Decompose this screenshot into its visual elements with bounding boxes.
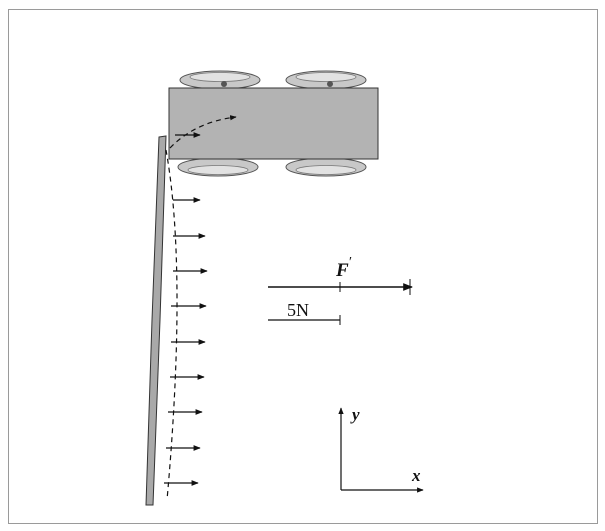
scale-bar: 5N [268, 300, 341, 325]
cart-body [168, 87, 379, 160]
cart-wheel-bottom-right [285, 157, 367, 177]
cart-wheel-top-right [285, 70, 367, 90]
force-label-mark: ′ [349, 255, 352, 270]
y-axis-label: y [350, 405, 360, 424]
x-axis-label: x [411, 466, 421, 485]
tip-direction-arrow [169, 115, 237, 149]
beam [145, 135, 167, 506]
cart [168, 70, 379, 177]
deflection-curve [165, 149, 178, 501]
scale-label: 5N [287, 300, 309, 320]
resultant-force: F ′ [268, 255, 413, 295]
distributed-force-arrows [164, 132, 208, 486]
force-label: F [335, 260, 349, 281]
coordinate-axes: y x [338, 405, 424, 493]
cart-wheel-bottom-left [177, 157, 259, 177]
cart-wheel-top-left [179, 70, 261, 90]
